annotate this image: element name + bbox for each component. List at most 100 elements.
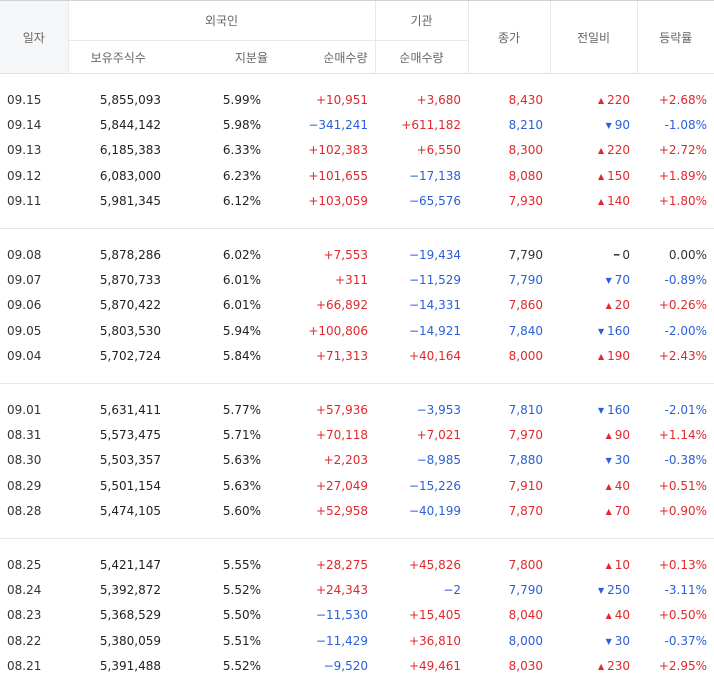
ratio-cell: 5.52%: [222, 659, 261, 674]
foreign-net-cell: −11,530: [315, 608, 368, 623]
foreign-net-cell: +71,313: [315, 349, 368, 364]
change-value: 160: [607, 402, 630, 417]
inst-net-cell: −65,576: [408, 194, 461, 209]
date-cell: 09.15: [7, 92, 42, 107]
foreign-net-cell: +103,059: [308, 194, 368, 209]
foreign-net-cell: +101,655: [308, 168, 368, 183]
arrow-up-icon: ▲: [597, 95, 605, 105]
header-rate: 등락률: [636, 0, 714, 74]
change-value: 160: [607, 323, 630, 338]
header-close: 종가: [467, 0, 550, 74]
change-value: 40: [614, 608, 630, 623]
close-cell: 7,930: [508, 194, 543, 209]
change-value: 230: [607, 659, 630, 674]
change-cell: ▼ 70: [550, 267, 637, 292]
rate-cell: +1.14%: [658, 427, 707, 442]
foreign-net-cell: +311: [335, 273, 368, 288]
inst-net-cell: +15,405: [408, 608, 461, 623]
arrow-up-icon: ▲: [605, 560, 612, 570]
holdings-cell: 5,392,872: [99, 582, 161, 597]
table-row: 08.22 5,380,059 5.51% −11,429 +36,810 8,000 ▼ 3…: [0, 628, 714, 653]
holdings-cell: 6,185,383: [99, 143, 161, 158]
foreign-net-cell: +102,383: [308, 143, 368, 158]
ratio-cell: 5.77%: [222, 402, 261, 417]
change-cell: ▼ 30: [550, 448, 637, 473]
date-cell: 08.29: [7, 478, 42, 493]
table-row: 09.06 5,870,422 6.01% +66,892 −14,331 7,860 ▲ 2…: [0, 293, 714, 318]
foreign-net-cell: +52,958: [315, 504, 368, 519]
header-inst-net: 순매수량: [374, 40, 468, 74]
inst-net-cell: −17,138: [408, 168, 461, 183]
table-header: 일자 외국인 기관 종가 전일비 등락률 보유주식수 지분율 순매수량 순매수량: [0, 0, 714, 74]
holdings-cell: 5,631,411: [99, 402, 161, 417]
change-cell: ▲ 40: [550, 603, 637, 628]
date-cell: 08.31: [7, 427, 42, 442]
ratio-cell: 5.99%: [222, 92, 261, 107]
change-value: 150: [607, 168, 630, 183]
change-cell: ▲ 140: [550, 189, 637, 214]
inst-net-cell: −14,921: [408, 323, 461, 338]
table-row: 09.05 5,803,530 5.94% +100,806 −14,921 7,840 ▼…: [0, 318, 714, 343]
change-cell: ▲ 20: [550, 293, 637, 318]
header-foreign-net: 순매수량: [268, 40, 375, 74]
change-value: 220: [607, 143, 630, 158]
ratio-cell: 5.52%: [222, 582, 261, 597]
change-cell: ▼ 160: [550, 318, 637, 343]
inst-net-cell: −14,331: [408, 298, 461, 313]
close-cell: 7,910: [508, 478, 543, 493]
date-cell: 09.04: [7, 349, 42, 364]
date-cell: 08.23: [7, 608, 42, 623]
arrow-up-icon: ▲: [597, 352, 605, 362]
change-value: 90: [614, 118, 630, 133]
inst-net-cell: +3,680: [416, 92, 461, 107]
arrow-down-icon: ▼: [605, 456, 612, 466]
holdings-cell: 5,870,422: [99, 298, 161, 313]
close-cell: 8,000: [508, 633, 543, 648]
holdings-cell: 5,380,059: [99, 633, 161, 648]
ratio-cell: 6.23%: [222, 168, 261, 183]
arrow-up-icon: ▲: [597, 146, 605, 156]
ratio-cell: 5.51%: [222, 633, 261, 648]
close-cell: 8,030: [508, 659, 543, 674]
group-divider: [0, 213, 714, 229]
change-cell: ▲ 230: [550, 653, 637, 678]
inst-net-cell: −40,199: [408, 504, 461, 519]
table-row: 08.30 5,503,357 5.63% +2,203 −8,985 7,880 ▼ 30 -…: [0, 448, 714, 473]
foreign-net-cell: +100,806: [308, 323, 368, 338]
holdings-cell: 5,844,142: [99, 118, 161, 133]
holdings-cell: 5,474,105: [99, 504, 161, 519]
change-cell: ▲ 90: [550, 422, 637, 447]
ratio-cell: 5.50%: [222, 608, 261, 623]
close-cell: 8,080: [508, 168, 543, 183]
ratio-cell: 6.02%: [222, 247, 261, 262]
foreign-net-cell: +27,049: [315, 478, 368, 493]
table-row: 09.07 5,870,733 6.01% +311 −11,529 7,790 ▼ 70 -0…: [0, 267, 714, 292]
foreign-net-cell: −341,241: [308, 118, 368, 133]
change-value: 90: [614, 427, 630, 442]
change-cell: ━ 0: [550, 242, 637, 267]
rate-cell: -2.01%: [664, 402, 707, 417]
close-cell: 7,790: [508, 273, 543, 288]
holdings-cell: 5,501,154: [99, 478, 161, 493]
holdings-cell: 5,855,093: [99, 92, 161, 107]
change-cell: ▲ 40: [550, 473, 637, 498]
header-change: 전일비: [549, 0, 637, 74]
date-cell: 09.11: [7, 194, 42, 209]
ratio-cell: 5.60%: [222, 504, 261, 519]
holdings-cell: 5,803,530: [99, 323, 161, 338]
arrow-up-icon: ▲: [597, 171, 605, 181]
close-cell: 7,860: [508, 298, 543, 313]
rate-cell: +0.51%: [658, 478, 707, 493]
inst-net-cell: −15,226: [408, 478, 461, 493]
change-value: 10: [614, 557, 630, 572]
change-value: 220: [607, 92, 630, 107]
table-row: 08.31 5,573,475 5.71% +70,118 +7,021 7,970 ▲ 90…: [0, 422, 714, 447]
close-cell: 7,970: [508, 427, 543, 442]
rate-cell: +0.50%: [658, 608, 707, 623]
date-cell: 09.05: [7, 323, 42, 338]
date-cell: 09.07: [7, 273, 42, 288]
holdings-cell: 5,368,529: [99, 608, 161, 623]
change-cell: ▼ 90: [550, 112, 637, 137]
rate-cell: +1.89%: [658, 168, 707, 183]
date-cell: 09.08: [7, 247, 42, 262]
